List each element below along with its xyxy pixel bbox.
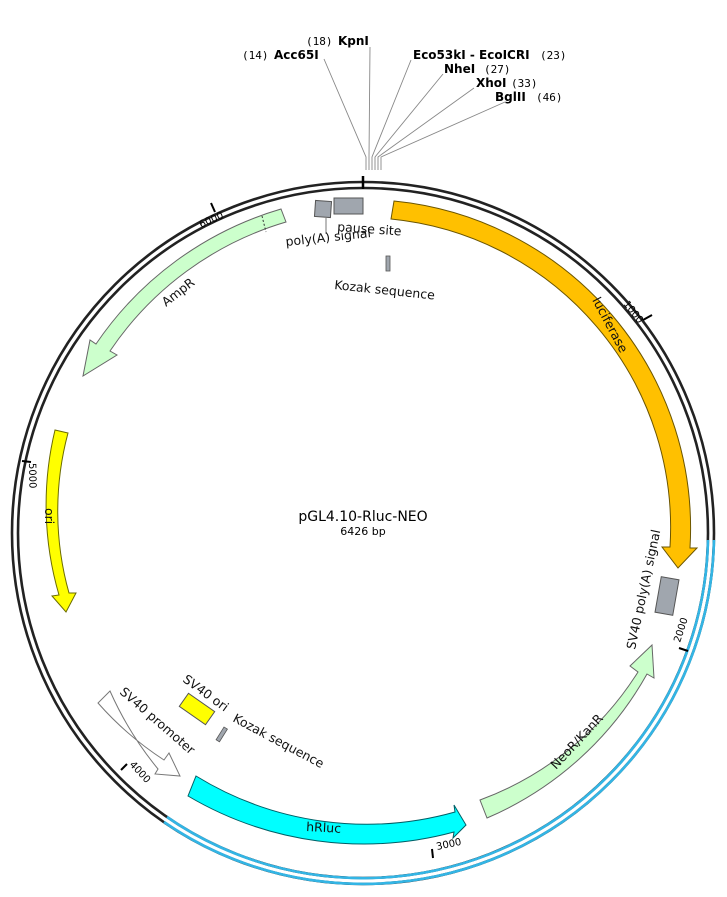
feature-pause-site[interactable]: pause site (333, 197, 402, 238)
tick-label-2000: 2000 (672, 616, 690, 644)
hrluc-label: hRluc (306, 819, 342, 836)
site-pos: (18) (306, 35, 333, 48)
site-xhoi[interactable]: XhoI (33) (476, 76, 538, 90)
kozak-lower-label: Kozak sequence (231, 710, 327, 771)
site-name: Acc65I (274, 48, 319, 62)
site-pos: (14) (242, 49, 269, 62)
kozak-upper-label: Kozak sequence (334, 277, 436, 302)
sv40-polya-label: SV40 poly(A) signal (623, 528, 663, 651)
tick-label-4000: 4000 (127, 760, 152, 786)
feature-hrluc[interactable]: hRluc (187, 775, 467, 845)
sv40-promoter-label: SV40 promoter (117, 684, 199, 758)
site-kpni[interactable]: (18) KpnI (306, 34, 369, 48)
feature-ori[interactable]: ori (42, 429, 77, 613)
site-eco53ki[interactable]: Eco53kI - EcoICRI (23) (413, 48, 567, 62)
site-name: Eco53kI - EcoICRI (413, 48, 530, 62)
plasmid-name: pGL4.10-Rluc-NEO (298, 509, 427, 525)
feature-luciferase[interactable]: luciferase (390, 200, 699, 569)
map-title: pGL4.10-Rluc-NEO 6426 bp (298, 509, 427, 538)
site-pos: (23) (540, 49, 567, 62)
site-pos: (33) (511, 77, 538, 90)
feature-kozak-lower[interactable]: Kozak sequence (215, 710, 327, 771)
site-bglii[interactable]: BglII (46) (495, 90, 563, 104)
tick-label-5000: 5000 (26, 463, 37, 489)
plasmid-length: 6426 bp (340, 525, 385, 538)
feature-neor-kanr[interactable]: NeoR/KanR (479, 643, 655, 819)
site-pos: (27) (484, 63, 511, 76)
feature-sv40-ori[interactable]: SV40 ori (178, 671, 232, 726)
site-nhei[interactable]: NheI (27) (444, 62, 511, 76)
site-leader-lines (323, 46, 506, 170)
restriction-sites: (14) Acc65I (18) KpnI Eco53kI - EcoICRI … (242, 34, 567, 104)
tick-label-3000: 3000 (435, 837, 462, 853)
tick-label-1000: 1000 (621, 299, 645, 326)
site-acc65i[interactable]: (14) Acc65I (242, 48, 319, 62)
site-name: BglII (495, 90, 526, 104)
pause-site-label: pause site (337, 219, 402, 238)
feature-ampr[interactable]: AmpR (82, 208, 287, 378)
ori-label: ori (42, 508, 57, 524)
feature-kozak-upper[interactable]: Kozak sequence (334, 255, 436, 303)
feature-sv40-promoter[interactable]: SV40 promoter (97, 684, 199, 777)
site-name: KpnI (338, 34, 369, 48)
site-name: NheI (444, 62, 475, 76)
tick-label-6000: 6000 (198, 210, 226, 230)
site-pos: (46) (536, 91, 563, 104)
site-name: XhoI (476, 76, 507, 90)
